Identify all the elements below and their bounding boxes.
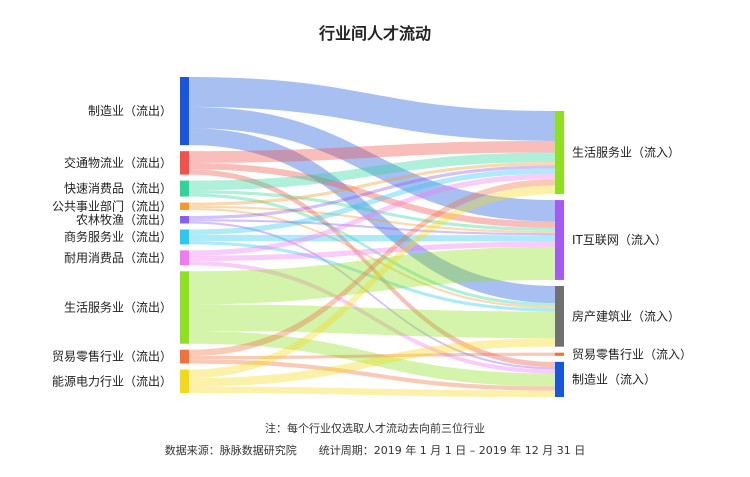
flow-public_out-to-it_in [189,205,555,234]
flow-durable_out-to-it_in [189,241,555,262]
source-label: 商务服务业（流出） [64,229,172,244]
source-node-retail_out [180,349,189,364]
source-node-life_out [180,271,189,344]
flow-energy_out-to-life_in [189,185,555,379]
target-label: 生活服务业（流入） [572,145,680,160]
flow-fmcg_out-to-life_in [189,152,555,191]
flow-fmcg_out-to-it_in [189,190,555,231]
target-node-estate_in [555,285,564,347]
flow-retail_out-to-life_in [189,179,555,357]
flow-durable_out-to-mfg_in [189,261,555,374]
source-label: 制造业（流出） [88,104,172,118]
flow-fmcg_out-to-estate_in [189,193,555,307]
source-label: 耐用消费品（流出） [64,251,172,265]
flow-agri_out-to-it_in [189,219,555,236]
source-label: 公共事业部门（流出） [52,198,172,213]
source-label: 快速消费品（流出） [64,182,172,196]
source-node-fmcg_out [180,180,189,197]
flow-durable_out-to-life_in [189,173,555,256]
source-label: 能源电力行业（流出） [52,374,172,388]
flow-energy_out-to-mfg_in [189,386,555,397]
flow-public_out-to-life_in [189,162,555,206]
source-label: 生活服务业（流出） [64,300,172,315]
source-line: 数据来源：脉脉数据研究院 统计周期：2019 年 1 月 1 日 – 2019 年… [0,442,750,458]
flow-trans_out-to-mfg_in [189,169,555,368]
chart-title: 行业间人才流动 [318,24,431,43]
flow-trans_out-to-it_in [189,162,555,228]
flow-life_out-to-mfg_in [189,330,555,387]
source-node-mfg_out [180,77,189,146]
source-label: 农林牧渔（流出） [76,213,172,227]
footnote: 注：每个行业仅选取人才流动去向前三位行业 [265,422,485,435]
flow-biz_out-to-life_in [189,168,555,235]
source-label: 贸易零售行业（流出） [52,349,172,364]
flow-trans_out-to-life_in [189,140,555,163]
flow-retail_out-to-retail_in [189,352,555,360]
source-node-agri_out [180,216,189,224]
target-label: 贸易零售行业（流入） [572,346,692,361]
data-source: 数据来源：脉脉数据研究院 [164,444,297,457]
target-node-retail_in [555,352,564,356]
source-node-energy_out [180,369,189,393]
target-node-it_in [555,200,564,280]
target-label: IT互联网（流入） [572,233,667,247]
flow-mfg_out-to-estate_in [189,128,555,303]
source-node-durable_out [180,250,189,266]
source-label: 交通物流业（流出） [64,155,172,170]
target-node-mfg_in [555,361,564,397]
flow-mfg_out-to-life_in [189,77,555,141]
flow-biz_out-to-it_in [189,234,555,242]
flow-public_out-to-estate_in [189,207,555,309]
flow-life_out-to-estate_in [189,304,555,339]
source-node-biz_out [180,229,189,245]
flow-biz_out-to-estate_in [189,241,555,312]
target-label: 制造业（流入） [572,372,656,386]
source-node-trans_out [180,151,189,175]
flow-energy_out-to-estate_in [189,338,555,387]
target-node-life_in [555,111,564,195]
source-node-public_out [180,202,189,211]
flow-agri_out-to-mfg_in [189,221,555,370]
flow-mfg_out-to-it_in [189,106,555,222]
flow-life_out-to-it_in [189,246,555,305]
flow-retail_out-to-mfg_in [189,359,555,391]
statistics-period: 统计周期：2019 年 1 月 1 日 – 2019 年 12 月 31 日 [318,444,586,457]
target-label: 房产建筑业（流入） [572,308,680,323]
flow-agri_out-to-life_in [189,165,555,220]
